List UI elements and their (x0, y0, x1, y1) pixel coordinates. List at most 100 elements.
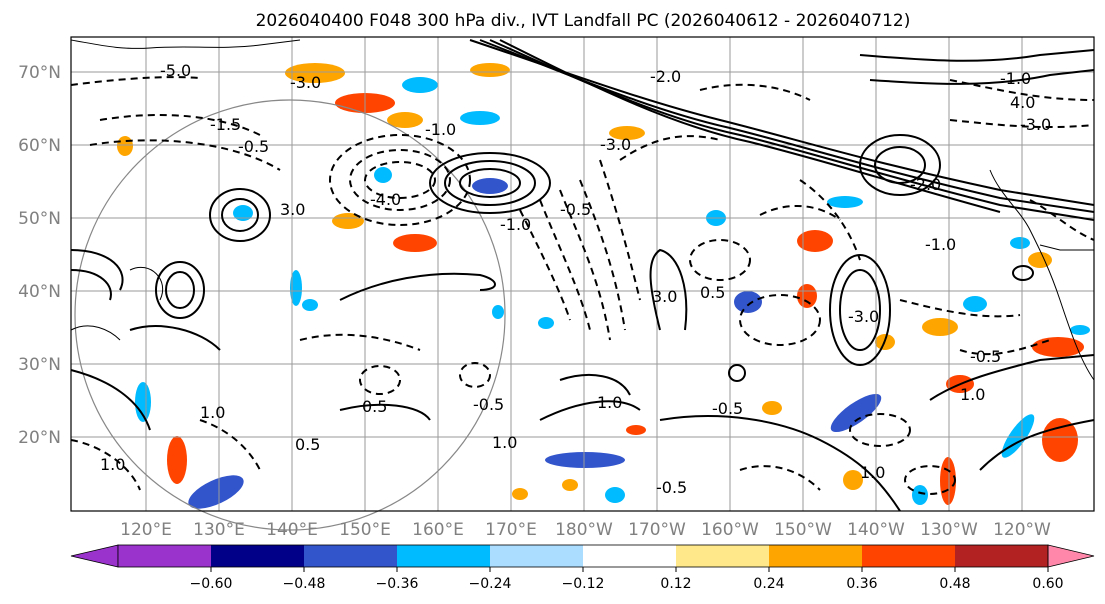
div-shade-pos (512, 488, 528, 500)
lon-label: 170°E (485, 520, 537, 540)
div-shade-neg (827, 196, 863, 208)
contour-label: -1.0 (925, 235, 956, 254)
colorbar-tick-label: 0.24 (753, 576, 784, 592)
contour-label: -4.0 (370, 190, 401, 209)
contour-label: -0.5 (560, 200, 591, 219)
contour-label: 1.0 (492, 433, 517, 452)
colorbar-segments (70, 544, 1095, 568)
contour-label: 1.0 (597, 393, 622, 412)
colorbar-segment (583, 545, 677, 567)
div-shade-pos (922, 318, 958, 336)
landfall-radius-circle (74, 99, 506, 531)
colorbar-extend-high (1047, 544, 1095, 568)
colorbar-segment (304, 545, 398, 567)
colorbar-segment (118, 545, 212, 567)
lon-label: 140°W (847, 520, 905, 540)
colorbar-tick-label: −0.12 (562, 576, 605, 592)
div-shade-pos (167, 436, 187, 484)
div-shade-neg (402, 77, 438, 93)
contour-label: 0.5 (295, 435, 320, 454)
colorbar-segment (955, 545, 1049, 567)
lon-label: 150°E (339, 520, 391, 540)
lat-label: 60°N (18, 136, 61, 156)
lon-label: 170°W (628, 520, 686, 540)
contour-label: 1.0 (200, 403, 225, 422)
ivt-contours (70, 39, 1095, 512)
contour-label: -0.5 (656, 478, 687, 497)
colorbar-tick-label: −0.36 (376, 576, 419, 592)
div-shade-neg (1010, 237, 1030, 249)
div-shade-pos (940, 457, 956, 505)
div-shade-pos (843, 470, 863, 490)
contour-label: 1.0 (960, 385, 985, 404)
contour-label: -1.0 (425, 120, 456, 139)
contour-label: -3.0 (290, 73, 321, 92)
contour-label: 0.5 (362, 397, 387, 416)
div-shade-pos (762, 401, 782, 415)
div-shade-pos (797, 284, 817, 308)
colorbar-ticks: −0.60 −0.48 −0.36 −0.24 −0.12 0.12 0.24 0.36 0.4… (190, 567, 1064, 592)
div-shade-neg (734, 291, 762, 313)
div-shade-neg (1070, 325, 1090, 335)
colorbar-tick-label: 0.12 (660, 576, 691, 592)
colorbar-extend-low (70, 544, 119, 568)
lon-label: 140°E (266, 520, 318, 540)
div-shade-neg (963, 296, 987, 312)
div-shade-neg (135, 382, 151, 422)
shading-layer (117, 63, 1090, 509)
contour-label: -0.5 (473, 395, 504, 414)
div-shade-neg (460, 111, 500, 125)
colorbar-segment (397, 545, 491, 567)
colorbar-segment (769, 545, 863, 567)
div-shade-pos (609, 126, 645, 140)
contour-label: -2.0 (910, 175, 941, 194)
lon-label: 180°W (555, 520, 613, 540)
longitude-labels: 120°E 130°E 140°E 150°E 160°E 170°E 180°… (120, 520, 1051, 540)
div-shade-neg (492, 305, 504, 319)
lat-label: 20°N (18, 428, 61, 448)
colorbar-segment (862, 545, 956, 567)
contour-label: -2.0 (650, 67, 681, 86)
colorbar-tick-label: −0.60 (190, 576, 233, 592)
lat-label: 50°N (18, 209, 61, 229)
colorbar-tick-label: 0.48 (939, 576, 970, 592)
div-shade-pos (285, 63, 345, 83)
contour-label: 1.0 (100, 455, 125, 474)
contour-label: -3.0 (848, 307, 879, 326)
div-shade-neg (545, 452, 625, 468)
div-shade-neg (912, 485, 928, 505)
div-shade-pos (1028, 252, 1052, 268)
colorbar-tick-label: −0.24 (469, 576, 512, 592)
map-frame (70, 36, 1095, 512)
lon-label: 160°W (701, 520, 759, 540)
div-shade-neg (302, 299, 318, 311)
div-shade-pos (626, 425, 646, 435)
lat-label: 70°N (18, 63, 61, 83)
div-shade-pos (387, 112, 423, 128)
div-shade-neg (538, 317, 554, 329)
contour-label: 4.0 (1010, 93, 1035, 112)
colorbar-segment (490, 545, 584, 567)
lat-label: 30°N (18, 355, 61, 375)
colorbar-segment (211, 545, 305, 567)
contour-label: -5.0 (160, 61, 191, 80)
div-shade-pos (1032, 337, 1084, 357)
coastlines (70, 39, 1095, 381)
map-background (71, 37, 1094, 511)
div-shade-neg (605, 487, 625, 503)
contour-label: -0.5 (238, 137, 269, 156)
latitude-labels: 20°N 30°N 40°N 50°N 60°N 70°N (18, 63, 61, 448)
colorbar-tick-label: 0.60 (1032, 576, 1063, 592)
colorbar-tick-label: −0.48 (283, 576, 326, 592)
div-shade-pos (332, 213, 364, 229)
lon-label: 130°E (193, 520, 245, 540)
div-shade-neg (374, 167, 392, 183)
lon-label: 150°W (774, 520, 832, 540)
figure-title: 2026040400 F048 300 hPa div., IVT Landfa… (256, 11, 911, 31)
contour-label: 1.0 (860, 463, 885, 482)
contour-label: -1.0 (500, 215, 531, 234)
contour-label: 3.0 (652, 287, 677, 306)
div-shade-pos (562, 479, 578, 491)
colorbar: −0.60 −0.48 −0.36 −0.24 −0.12 0.12 0.24 0.36 0.4… (70, 544, 1095, 592)
div-shade-pos (117, 136, 133, 156)
